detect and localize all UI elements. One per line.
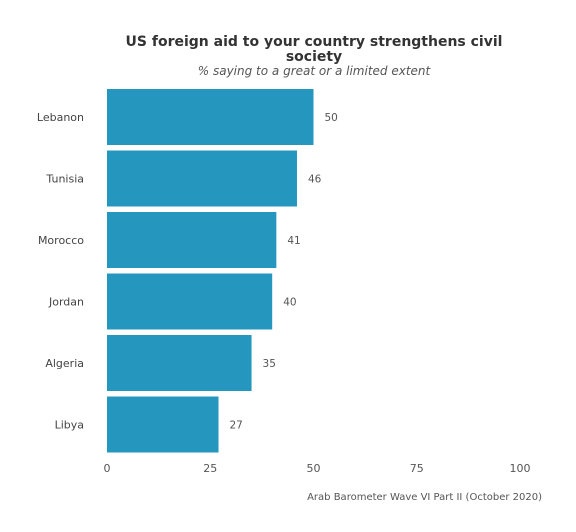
- bar-morocco: [107, 212, 277, 268]
- value-label-algeria: 35: [263, 358, 276, 370]
- category-label-libya: Libya: [55, 419, 84, 432]
- value-label-lebanon: 50: [325, 112, 338, 124]
- x-tick-label-0: 0: [104, 462, 111, 475]
- x-tick-label-100: 100: [510, 462, 531, 475]
- chart-title-line-2: society: [286, 49, 342, 65]
- chart-subtitle: % saying to a great or a limited extent: [198, 64, 432, 78]
- value-label-jordan: 40: [283, 297, 296, 309]
- category-label-jordan: Jordan: [48, 296, 84, 309]
- x-axis-ticks: 0 25 50 75 100: [104, 462, 531, 475]
- value-label-morocco: 41: [287, 235, 300, 247]
- x-tick-label-25: 25: [203, 462, 217, 475]
- value-label-tunisia: 46: [308, 174, 322, 186]
- x-tick-label-75: 75: [410, 462, 424, 475]
- chart-caption: Arab Barometer Wave VI Part II (October …: [307, 492, 542, 503]
- category-label-algeria: Algeria: [45, 357, 84, 370]
- bar-tunisia: [107, 150, 297, 207]
- category-label-tunisia: Tunisia: [45, 173, 84, 186]
- bar-jordan: [107, 273, 273, 330]
- bars-group: Lebanon 50 Tunisia 46 Morocco 41 Jordan 40 Alger…: [37, 89, 338, 453]
- bar-lebanon: [107, 89, 314, 145]
- value-label-libya: 27: [230, 420, 243, 432]
- category-label-lebanon: Lebanon: [37, 111, 84, 124]
- x-tick-label-50: 50: [307, 462, 321, 475]
- category-label-morocco: Morocco: [38, 234, 84, 247]
- chart-title-line-1: US foreign aid to your country strengthe…: [126, 34, 503, 50]
- bar-libya: [107, 396, 219, 453]
- bar-algeria: [107, 335, 252, 391]
